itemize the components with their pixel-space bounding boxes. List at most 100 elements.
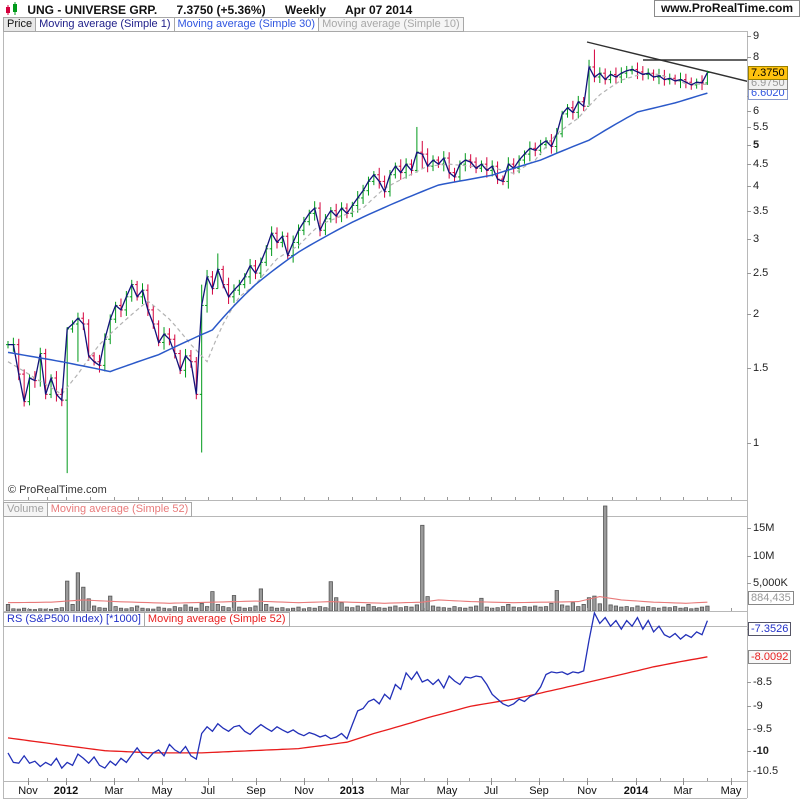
volume-bar bbox=[27, 608, 32, 611]
price-legend-item-2[interactable]: Moving average (Simple 30) bbox=[173, 17, 320, 32]
month-tick bbox=[539, 497, 540, 500]
month-tick bbox=[47, 608, 48, 611]
month-tick bbox=[328, 778, 329, 781]
rs-axis-label--9.5: -9.5 bbox=[753, 723, 772, 736]
volume-legend-item-1[interactable]: Moving average (Simple 52) bbox=[46, 502, 193, 517]
volume-bar bbox=[506, 604, 511, 611]
rs-legend-item-1[interactable]: Moving average (Simple 52) bbox=[143, 612, 290, 627]
month-tick bbox=[469, 497, 470, 500]
prorealtime-site-link[interactable]: www.ProRealTime.com bbox=[653, 0, 800, 17]
rs-ma52-line bbox=[7, 656, 708, 754]
volume-bar bbox=[549, 602, 554, 611]
volume-bar bbox=[199, 602, 204, 611]
month-tick bbox=[162, 778, 163, 781]
month-tick bbox=[304, 497, 305, 500]
volume-bar bbox=[183, 604, 188, 611]
axis-tick bbox=[747, 771, 751, 773]
month-tick bbox=[731, 778, 732, 781]
month-tick bbox=[114, 608, 115, 611]
rs-chart-canvas[interactable] bbox=[3, 604, 747, 781]
month-tick bbox=[28, 497, 29, 500]
volume-bar bbox=[473, 605, 479, 611]
x-axis-tick bbox=[400, 781, 401, 785]
volume-bar bbox=[355, 605, 360, 611]
volume-bar bbox=[533, 605, 538, 611]
volume-axis-label-10M: 10M bbox=[753, 549, 775, 562]
price-axis-label-3: 3 bbox=[753, 233, 760, 246]
month-tick bbox=[376, 608, 377, 611]
month-tick bbox=[515, 608, 516, 611]
month-tick bbox=[304, 608, 305, 611]
volume-bar bbox=[554, 590, 559, 611]
volume-axis-label-5,000K: 5,000K bbox=[753, 577, 788, 590]
x-axis-label-Nov: Nov bbox=[577, 785, 597, 797]
price-axis-label-3.5: 3.5 bbox=[753, 204, 769, 217]
volume-chart-canvas[interactable] bbox=[3, 504, 747, 611]
x-axis-label-Jul: Jul bbox=[483, 785, 499, 797]
price-chart-canvas[interactable] bbox=[3, 31, 747, 500]
price-axis-label-9: 9 bbox=[753, 29, 760, 42]
last-price-badge: 7.3750 bbox=[748, 65, 788, 80]
rs-axis-label--8.5: -8.5 bbox=[753, 676, 772, 688]
volume-axis-label-15M: 15M bbox=[753, 522, 775, 535]
rs-legend-item-0[interactable]: RS (S&P500 Index) [*1000] bbox=[3, 612, 145, 627]
price-axis-label-6: 6 bbox=[753, 104, 760, 117]
month-tick bbox=[447, 608, 448, 611]
month-tick bbox=[424, 497, 425, 500]
month-tick bbox=[660, 778, 661, 781]
month-tick bbox=[232, 497, 233, 500]
month-tick bbox=[208, 608, 209, 611]
month-tick bbox=[636, 778, 637, 781]
month-tick bbox=[232, 608, 233, 611]
axis-tick bbox=[747, 35, 751, 37]
volume-bar bbox=[145, 608, 150, 611]
month-tick bbox=[491, 608, 492, 611]
axis-tick bbox=[747, 185, 751, 187]
month-tick bbox=[469, 778, 470, 781]
volume-ma52-line bbox=[7, 596, 708, 604]
x-axis-label-Nov: Nov bbox=[294, 785, 314, 797]
volume-legend-item-0[interactable]: Volume bbox=[3, 502, 48, 517]
month-tick bbox=[114, 497, 115, 500]
x-axis-tick bbox=[352, 781, 353, 785]
month-tick bbox=[280, 608, 281, 611]
month-tick bbox=[707, 608, 708, 611]
price-legend-item-3[interactable]: Moving average (Simple 10) bbox=[318, 17, 464, 32]
chart-outer-bottom-border bbox=[3, 798, 747, 799]
month-tick bbox=[707, 497, 708, 500]
month-tick bbox=[138, 608, 139, 611]
x-axis-tick bbox=[304, 781, 305, 785]
month-tick bbox=[447, 497, 448, 500]
x-axis-label-May: May bbox=[151, 785, 173, 797]
ma30-line bbox=[7, 92, 708, 373]
close-line bbox=[8, 64, 708, 402]
volume-bar bbox=[414, 604, 420, 611]
month-tick bbox=[447, 778, 448, 781]
axis-tick bbox=[747, 750, 751, 752]
axis-tick bbox=[747, 314, 751, 316]
axis-tick bbox=[747, 164, 751, 166]
month-tick bbox=[612, 608, 613, 611]
volume-bar bbox=[48, 608, 54, 611]
month-tick bbox=[280, 778, 281, 781]
x-axis-label-Mar: Mar bbox=[104, 785, 124, 797]
month-tick bbox=[563, 778, 564, 781]
month-tick bbox=[256, 497, 257, 500]
month-tick bbox=[208, 778, 209, 781]
rs-line bbox=[7, 611, 709, 770]
price-legend-item-0[interactable]: Price bbox=[3, 17, 37, 32]
volume-bar bbox=[393, 605, 398, 611]
x-axis-tick bbox=[731, 781, 732, 785]
price-legend-item-1[interactable]: Moving average (Simple 1) bbox=[35, 17, 175, 32]
price-axis-label-2: 2 bbox=[753, 308, 760, 321]
volume-bar bbox=[597, 603, 602, 611]
rs-axis-label--9: -9 bbox=[753, 700, 763, 713]
x-axis-tick bbox=[66, 781, 67, 785]
month-tick bbox=[400, 608, 401, 611]
date-label: Apr 07 2014 bbox=[344, 3, 413, 17]
price-axis-label-1: 1 bbox=[753, 437, 760, 449]
x-axis-label-May: May bbox=[436, 785, 458, 797]
month-tick bbox=[185, 778, 186, 781]
month-tick bbox=[424, 608, 425, 611]
price-panel-bottom-border bbox=[3, 500, 747, 501]
